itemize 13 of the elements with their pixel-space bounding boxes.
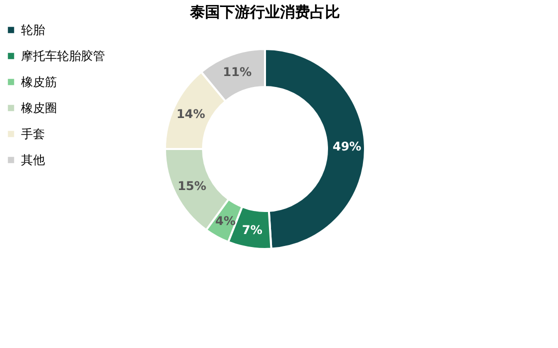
legend-label: 手套 [21, 127, 45, 141]
data-label: 14% [176, 107, 206, 122]
data-label: 7% [242, 222, 262, 237]
legend-label: 橡皮圈 [21, 101, 57, 115]
legend-label: 橡皮筋 [21, 75, 57, 89]
legend-label: 轮胎 [21, 23, 45, 37]
data-label: 49% [332, 139, 362, 154]
chart-title: 泰国下游行业消费占比 [189, 3, 340, 21]
legend-label: 摩托车轮胎胶管 [21, 49, 105, 63]
data-label: 15% [178, 179, 206, 194]
data-label: 11% [222, 64, 252, 79]
legend-label: 其他 [21, 153, 45, 167]
data-label: 4% [215, 214, 236, 228]
